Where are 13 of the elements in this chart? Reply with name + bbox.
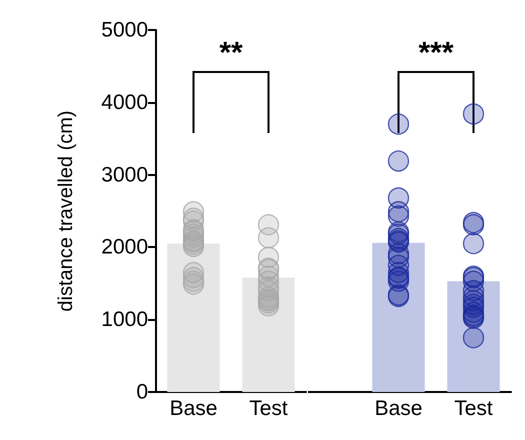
annotation: *** bbox=[418, 36, 454, 70]
x-tick-label: Test bbox=[249, 397, 288, 420]
x-tick-label: Test bbox=[454, 397, 493, 420]
y-tick-label: 4000 bbox=[101, 90, 148, 114]
y-tick-label: 0 bbox=[136, 380, 148, 404]
y-tick-label: 3000 bbox=[101, 163, 148, 186]
x-tick-label: Base bbox=[170, 397, 218, 420]
y-tick-label: 2000 bbox=[101, 236, 148, 259]
x-tick-label: Base bbox=[374, 397, 422, 420]
y-tick-label: 1000 bbox=[101, 308, 148, 332]
y-tick-label: 5000 bbox=[101, 18, 148, 42]
y-axis-title: distance travelled (cm) bbox=[55, 110, 77, 312]
annotation: ** bbox=[219, 36, 243, 70]
